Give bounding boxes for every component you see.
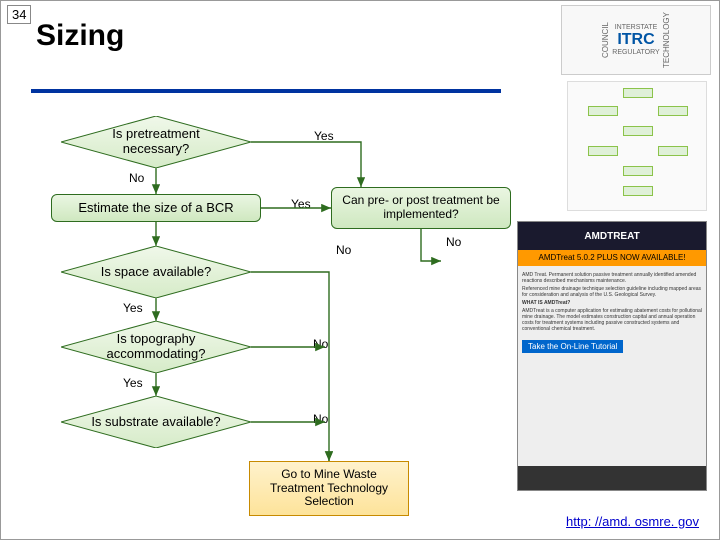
label-no-1: No: [129, 171, 144, 185]
label-no-3: No: [313, 337, 328, 351]
amdtreat-banner: AMDTreat 5.0.2 PLUS NOW AVAILABLE!: [518, 250, 706, 266]
label-yes-4: Yes: [123, 376, 143, 390]
page-title: Sizing: [36, 19, 124, 53]
amdtreat-header: AMDTREAT: [518, 222, 706, 250]
process-estimate-bcr: Estimate the size of a BCR: [51, 194, 261, 222]
tutorial-button[interactable]: Take the On-Line Tutorial: [522, 340, 623, 353]
title-rule: [31, 89, 501, 93]
amdtreat-link[interactable]: http: //amd. osmre. gov: [566, 514, 699, 529]
label-yes-3: Yes: [123, 301, 143, 315]
label-no-4: No: [313, 412, 328, 426]
page-number: 34: [7, 5, 31, 24]
process-pre-post-treatment: Can pre- or post treatment be implemente…: [331, 187, 511, 229]
label-no-2b: No: [446, 235, 461, 249]
label-no-2: No: [336, 243, 351, 257]
itrc-logo: COUNCIL INTERSTATE ITRC REGULATORY TECHN…: [561, 5, 711, 75]
label-yes-2: Yes: [291, 197, 311, 211]
label-yes-1: Yes: [314, 129, 334, 143]
outcome-goto-selection: Go to Mine Waste Treatment Technology Se…: [249, 461, 409, 516]
amdtreat-screenshot: AMDTREAT AMDTreat 5.0.2 PLUS NOW AVAILAB…: [517, 221, 707, 491]
mini-flowchart-thumbnail: [567, 81, 707, 211]
